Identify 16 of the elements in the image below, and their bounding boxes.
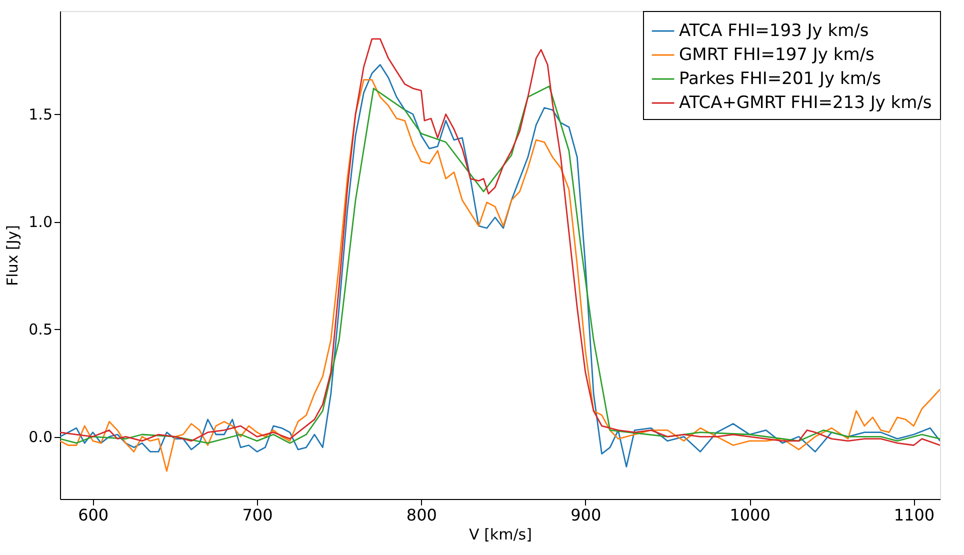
y-tick-label: 0.0 bbox=[28, 428, 52, 446]
legend-label: GMRT FHI=197 Jy km/s bbox=[679, 45, 874, 65]
x-tick-label: 900 bbox=[570, 506, 602, 524]
x-tick-label: 600 bbox=[78, 506, 109, 524]
y-tick-label: 1.5 bbox=[28, 106, 52, 124]
x-axis-title: V [km/s] bbox=[469, 526, 532, 544]
legend-label: Parkes FHI=201 Jy km/s bbox=[679, 69, 882, 89]
y-axis-title: Flux [Jy] bbox=[4, 225, 22, 286]
y-tick-label: 1.0 bbox=[28, 213, 52, 232]
x-tick-label: 1100 bbox=[894, 506, 935, 524]
x-tick-label: 800 bbox=[406, 506, 437, 524]
legend-label: ATCA+GMRT FHI=213 Jy km/s bbox=[679, 93, 932, 113]
legend-label: ATCA FHI=193 Jy km/s bbox=[679, 21, 869, 41]
x-tick-label: 700 bbox=[242, 506, 273, 524]
x-tick-label: 1000 bbox=[730, 506, 770, 524]
y-tick-label: 0.5 bbox=[28, 320, 52, 339]
